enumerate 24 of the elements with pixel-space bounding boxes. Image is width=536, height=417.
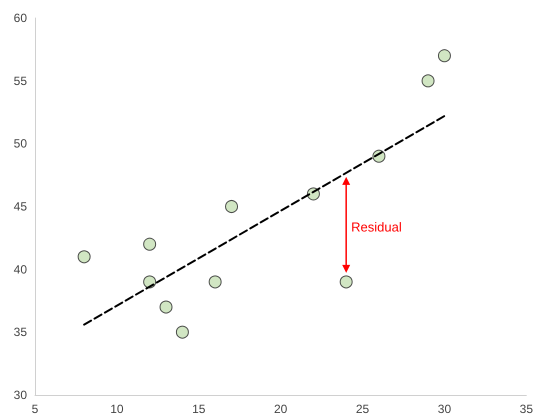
x-tick-label: 35: [520, 402, 534, 416]
annotation: Residual: [351, 219, 402, 234]
point: [78, 250, 91, 264]
x-tick-label: 30: [438, 402, 452, 416]
point: [160, 300, 173, 314]
y-tick-label: 35: [14, 325, 28, 340]
x-tick-label: 25: [356, 402, 370, 416]
point: [340, 275, 353, 288]
y-tick-label: 30: [14, 388, 28, 402]
point: [225, 200, 238, 213]
point: [143, 238, 156, 251]
x-tick-label: 15: [192, 402, 206, 416]
point: [422, 74, 435, 88]
point: [208, 275, 222, 288]
y-tick-label: 40: [14, 262, 28, 276]
x-tick-label: 20: [274, 402, 288, 416]
x-tick-label: 5: [32, 402, 39, 416]
y-tick-label: 50: [14, 136, 28, 151]
y-tick-label: 60: [14, 11, 28, 25]
point: [438, 49, 451, 62]
y-tick-label: 45: [14, 200, 28, 214]
point: [176, 326, 189, 339]
y-tick-label: 55: [14, 74, 28, 88]
x-tick-label: 10: [110, 402, 124, 416]
